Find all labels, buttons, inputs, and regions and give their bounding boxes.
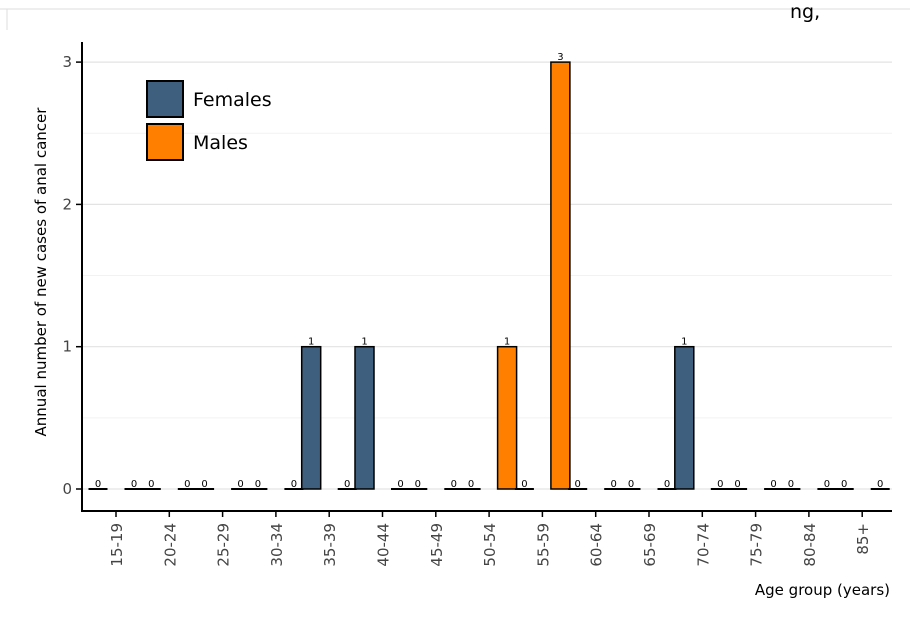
bar-value-label: 1	[308, 337, 314, 348]
bar-value-label: 0	[877, 479, 883, 490]
legend: Females Males	[146, 80, 272, 161]
y-axis-title: Annual number of new cases of anal cance…	[32, 107, 50, 437]
bar-value-label: 0	[824, 479, 830, 490]
x-tick-label: 20-24	[161, 523, 179, 567]
bar-value-label: 1	[681, 337, 687, 348]
x-tick-label: 25-29	[215, 523, 233, 567]
bar-value-label: 1	[361, 337, 367, 348]
x-tick-label: 75-79	[748, 523, 766, 567]
bar-value-label: 0	[770, 479, 776, 490]
bar-value-label: 0	[95, 479, 101, 490]
bar-value-label: 0	[184, 479, 190, 490]
bar-value-label: 0	[148, 479, 154, 490]
bar-value-label: 0	[717, 479, 723, 490]
bar-value-label: 0	[237, 479, 243, 490]
partial-title-fragment: ng,	[790, 1, 820, 23]
bar-value-label: 0	[131, 479, 137, 490]
bar-value-label: 0	[628, 479, 634, 490]
x-tick-label: 70-74	[694, 523, 712, 567]
y-tick-label: 3	[62, 53, 72, 71]
bar-value-label: 0	[468, 479, 474, 490]
x-tick-label: 60-64	[588, 523, 606, 567]
legend-swatch-females	[146, 80, 184, 118]
axes: 0 1 2 3 15-19 20-24 25-29 30-34 35-39 40-44 45-49 5…	[62, 42, 892, 567]
bar-value-label: 1	[504, 337, 510, 348]
x-tick-label: 55-59	[534, 523, 552, 567]
bar-males	[550, 61, 571, 490]
x-tick-label: 65-69	[641, 523, 659, 567]
bars	[88, 61, 890, 490]
bar-females	[354, 345, 375, 490]
bar-value-label: 0	[611, 479, 617, 490]
bar-value-label: 0	[521, 479, 527, 490]
bar-value-label: 3	[557, 52, 563, 63]
bar-value-label: 0	[664, 479, 670, 490]
bar-value-label: 0	[344, 479, 350, 490]
y-tick-label: 0	[62, 480, 72, 498]
y-tick-label: 1	[62, 338, 72, 356]
x-tick-label: 15-19	[108, 523, 126, 567]
bar-females	[674, 345, 695, 490]
legend-swatch-males	[146, 123, 184, 161]
bar-value-label: 0	[575, 479, 581, 490]
legend-label-females: Females	[193, 89, 272, 111]
bar-value-label: 0	[415, 479, 421, 490]
bar-value-label: 0	[255, 479, 261, 490]
y-tick-label: 2	[62, 195, 72, 213]
bar-value-label: 0	[734, 479, 740, 490]
bar-females	[300, 345, 322, 490]
x-tick-label: 85+	[854, 523, 872, 555]
x-tick-label: 40-44	[375, 523, 393, 567]
bar-value-label: 0	[788, 479, 794, 490]
bar-males	[496, 345, 518, 490]
legend-label-males: Males	[193, 132, 248, 154]
grid	[82, 61, 892, 490]
x-tick-label: 50-54	[481, 523, 499, 567]
bar-value-label: 0	[841, 479, 847, 490]
x-tick-label: 30-34	[268, 523, 286, 567]
bar-value-label: 0	[451, 479, 457, 490]
bar-value-label: 0	[291, 479, 297, 490]
x-axis-title: Age group (years)	[755, 581, 890, 599]
x-tick-label: 35-39	[321, 523, 339, 567]
bar-value-label: 0	[397, 479, 403, 490]
x-tick-label: 45-49	[428, 523, 446, 567]
x-tick-label: 80-84	[801, 523, 819, 567]
bar-value-label: 0	[201, 479, 207, 490]
